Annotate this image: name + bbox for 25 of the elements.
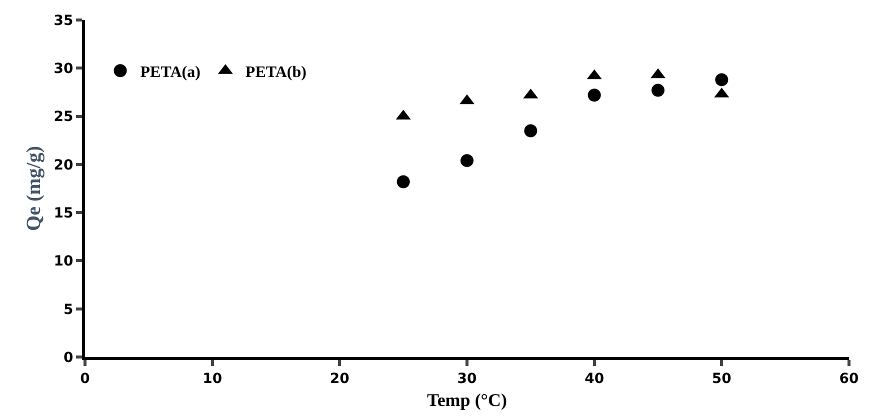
legend-label: PETA(a) xyxy=(140,64,200,81)
legend-label: PETA(b) xyxy=(245,64,306,81)
y-tick-label: 10 xyxy=(54,254,74,270)
x-tick-label: 30 xyxy=(457,370,477,387)
x-tick-label: 60 xyxy=(839,370,859,387)
y-tick-label: 20 xyxy=(54,157,74,174)
y-tick-label: 0 xyxy=(63,350,74,366)
point xyxy=(460,154,474,168)
x-tick-label: 10 xyxy=(202,370,222,387)
y-axis-title: Qe (mg/g) xyxy=(23,146,46,231)
y-tick-label: 35 xyxy=(54,12,74,29)
x-tick-label: 0 xyxy=(80,370,90,387)
point xyxy=(524,124,538,138)
x-tick-label: 40 xyxy=(584,370,604,387)
y-tick-label: 25 xyxy=(54,109,74,126)
y-tick-label: 5 xyxy=(63,302,74,318)
point xyxy=(715,73,728,86)
point xyxy=(588,88,601,102)
point xyxy=(396,175,410,188)
x-axis-title: Temp (°C) xyxy=(426,390,508,410)
point xyxy=(652,84,664,97)
y-tick-label: 30 xyxy=(54,61,74,78)
x-tick-label: 50 xyxy=(712,370,732,387)
y-tick-label: 15 xyxy=(54,205,74,222)
x-tick-label: 20 xyxy=(330,370,350,387)
